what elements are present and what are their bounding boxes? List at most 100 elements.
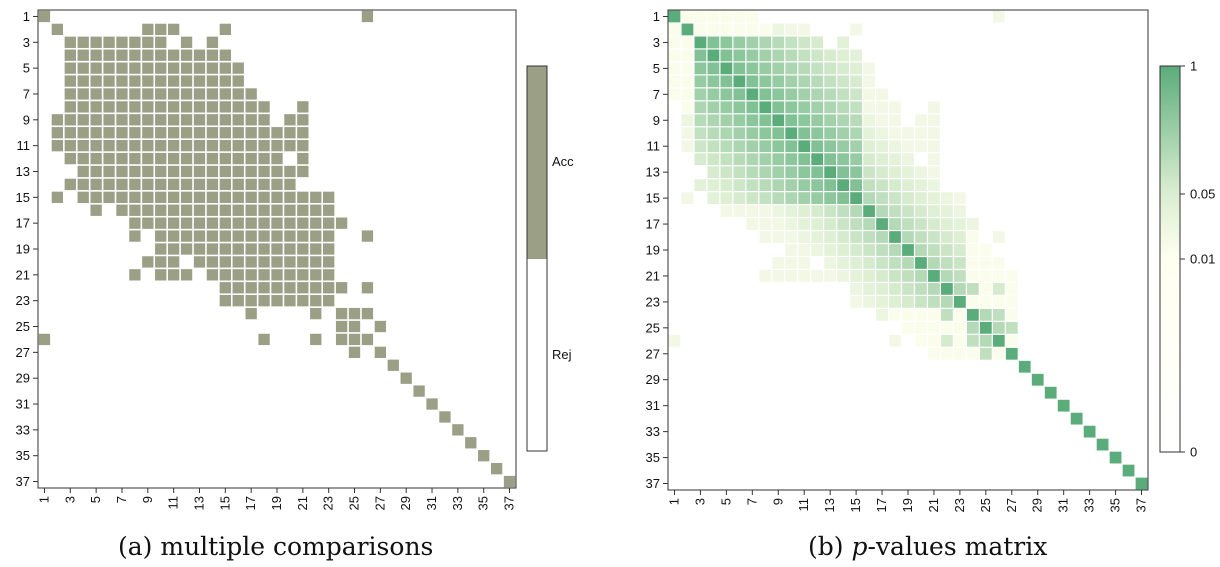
accepted-cell bbox=[193, 62, 206, 74]
p-value-cell bbox=[759, 140, 772, 153]
accepted-cell bbox=[180, 36, 193, 48]
accepted-cell bbox=[361, 10, 374, 23]
p-value-cell bbox=[798, 244, 811, 256]
p-value-cell bbox=[746, 88, 759, 101]
p-value-cell bbox=[798, 62, 811, 75]
panel-a-ytick-label: 1 bbox=[23, 9, 30, 24]
accepted-cell bbox=[284, 256, 296, 268]
accepted-cell bbox=[167, 217, 180, 229]
p-value-cell bbox=[707, 153, 720, 166]
panel-a-xtick-label: 31 bbox=[424, 496, 439, 510]
accepted-cell bbox=[193, 114, 206, 126]
panel-b-xtick-label: 19 bbox=[900, 498, 915, 512]
colorbar-b-tick-label: 1 bbox=[1190, 59, 1197, 74]
accepted-cell bbox=[116, 49, 128, 61]
p-value-cell bbox=[1005, 334, 1018, 347]
p-value-cell bbox=[915, 283, 927, 295]
accepted-cell bbox=[258, 178, 270, 191]
p-value-cell bbox=[785, 205, 798, 217]
accepted-cell bbox=[180, 75, 193, 87]
accepted-cell bbox=[90, 101, 102, 113]
p-value-cell bbox=[928, 283, 940, 295]
accepted-cell bbox=[219, 282, 231, 294]
accepted-cell bbox=[361, 282, 374, 294]
accepted-cell bbox=[310, 295, 322, 307]
accepted-cell bbox=[245, 243, 257, 255]
p-value-cell bbox=[733, 36, 746, 49]
accepted-cell bbox=[193, 127, 206, 139]
accepted-cell bbox=[77, 127, 89, 139]
accepted-cell bbox=[90, 191, 102, 203]
p-value-cell bbox=[785, 127, 798, 140]
p-value-cell bbox=[772, 36, 785, 49]
p-value-cell bbox=[811, 244, 824, 256]
p-value-cell bbox=[785, 114, 798, 127]
accepted-cell bbox=[245, 178, 257, 191]
accepted-cell bbox=[323, 256, 335, 268]
accepted-cell bbox=[219, 101, 231, 113]
p-value-cell bbox=[1005, 308, 1018, 321]
accepted-cell bbox=[193, 88, 206, 100]
accepted-cell bbox=[232, 217, 244, 229]
accepted-cell bbox=[142, 36, 154, 48]
accepted-cell bbox=[180, 139, 193, 152]
accepted-cell bbox=[232, 62, 244, 74]
accepted-cell bbox=[271, 217, 283, 229]
panel-a-xtick-label: 35 bbox=[476, 496, 491, 510]
p-value-cell bbox=[876, 101, 888, 114]
panel-b-xtick-label: 25 bbox=[978, 498, 993, 512]
accepted-cell bbox=[219, 269, 231, 281]
accepted-cell bbox=[155, 269, 167, 281]
p-value-cell bbox=[707, 114, 720, 127]
accepted-cell bbox=[348, 346, 361, 359]
p-value-cell bbox=[759, 218, 772, 230]
p-value-cell bbox=[889, 270, 901, 282]
p-value-cell bbox=[707, 88, 720, 101]
accepted-cell bbox=[129, 152, 141, 165]
accepted-cell bbox=[245, 127, 257, 139]
accepted-cell bbox=[155, 75, 167, 87]
accepted-cell bbox=[297, 256, 309, 268]
accepted-cell bbox=[155, 178, 167, 191]
accepted-cell bbox=[142, 127, 154, 139]
accepted-cell bbox=[142, 152, 154, 165]
p-value-cell bbox=[863, 153, 875, 166]
accepted-cell bbox=[258, 204, 270, 216]
panel-a-xtick-label: 29 bbox=[398, 496, 413, 510]
accepted-cell bbox=[142, 49, 154, 61]
accepted-cell bbox=[297, 152, 309, 165]
accepted-cell bbox=[129, 217, 141, 229]
accepted-cell bbox=[206, 127, 219, 139]
accepted-cell bbox=[51, 127, 64, 139]
accepted-cell bbox=[64, 101, 76, 113]
p-value-cell bbox=[746, 49, 759, 62]
p-value-cell bbox=[941, 321, 953, 334]
p-value-cell bbox=[889, 192, 901, 204]
p-value-cell bbox=[902, 127, 914, 140]
p-value-cell bbox=[785, 62, 798, 75]
p-value-cell bbox=[863, 231, 875, 243]
p-value-cell bbox=[966, 321, 979, 334]
panel-b-ytick-label: 3 bbox=[653, 35, 660, 50]
accepted-cell bbox=[103, 101, 115, 113]
p-value-cell bbox=[837, 244, 850, 256]
accepted-cell bbox=[103, 191, 115, 203]
accepted-cell bbox=[271, 152, 283, 165]
panel-a-ytick-label: 3 bbox=[23, 35, 30, 50]
accepted-cell bbox=[245, 88, 257, 100]
p-value-cell bbox=[992, 321, 1005, 334]
accepted-cell bbox=[116, 62, 128, 74]
accepted-cell bbox=[193, 49, 206, 61]
p-value-cell bbox=[772, 62, 785, 75]
p-value-cell bbox=[746, 166, 759, 179]
panel-b-ytick-label: 9 bbox=[653, 113, 660, 128]
p-value-cell bbox=[759, 166, 772, 179]
p-value-cell bbox=[850, 49, 862, 62]
accepted-cell bbox=[116, 139, 128, 152]
accepted-cell bbox=[77, 139, 89, 152]
accepted-cell bbox=[90, 139, 102, 152]
p-value-cell bbox=[694, 179, 707, 192]
p-value-cell bbox=[824, 114, 837, 127]
accepted-cell bbox=[271, 127, 283, 139]
p-value-cell bbox=[824, 140, 837, 153]
